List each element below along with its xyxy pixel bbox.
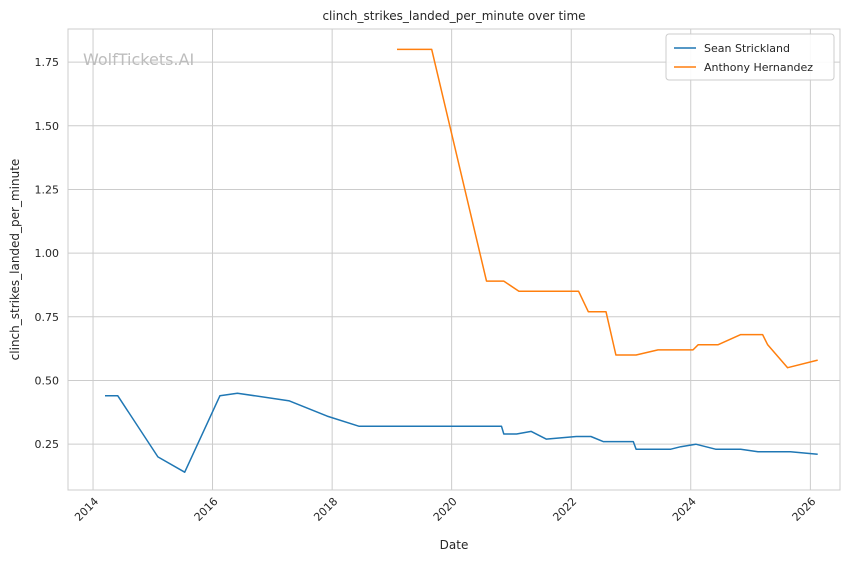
y-tick-label: 1.25: [35, 183, 60, 196]
x-axis-ticks: 2014 2016 2018 2020 2022 2024 2026: [72, 495, 818, 524]
y-tick-label: 0.25: [35, 438, 60, 451]
x-tick-label: 2018: [311, 495, 340, 524]
series-lines: [105, 48, 818, 473]
plot-area-border: [67, 28, 841, 491]
x-tick-label: 2020: [431, 495, 460, 524]
watermark: WolfTickets.AI: [83, 50, 194, 69]
x-tick-label: 2014: [72, 495, 101, 524]
y-tick-label: 1.75: [35, 56, 60, 69]
legend-label: Sean Strickland: [704, 42, 790, 55]
y-tick-label: 0.75: [35, 311, 60, 324]
legend-label: Anthony Hernandez: [704, 61, 813, 74]
series-line-anthony-hernandez: [397, 48, 818, 369]
legend: Sean Strickland Anthony Hernandez: [665, 33, 835, 81]
x-tick-label: 2022: [550, 495, 579, 524]
series-line-sean-strickland: [105, 392, 818, 473]
x-tick-label: 2024: [670, 495, 699, 524]
y-tick-label: 0.50: [35, 374, 60, 387]
y-axis-ticks: 0.25 0.50 0.75 1.00 1.25 1.50 1.75: [35, 56, 60, 451]
legend-box: [665, 33, 835, 81]
y-axis-title: clinch_strikes_landed_per_minute: [8, 159, 22, 361]
grid: [68, 29, 840, 490]
x-tick-label: 2026: [790, 495, 819, 524]
x-axis-title: Date: [440, 538, 469, 552]
x-tick-label: 2016: [192, 495, 221, 524]
y-tick-label: 1.00: [35, 247, 60, 260]
y-tick-label: 1.50: [35, 120, 60, 133]
chart-title: clinch_strikes_landed_per_minute over ti…: [322, 9, 585, 23]
